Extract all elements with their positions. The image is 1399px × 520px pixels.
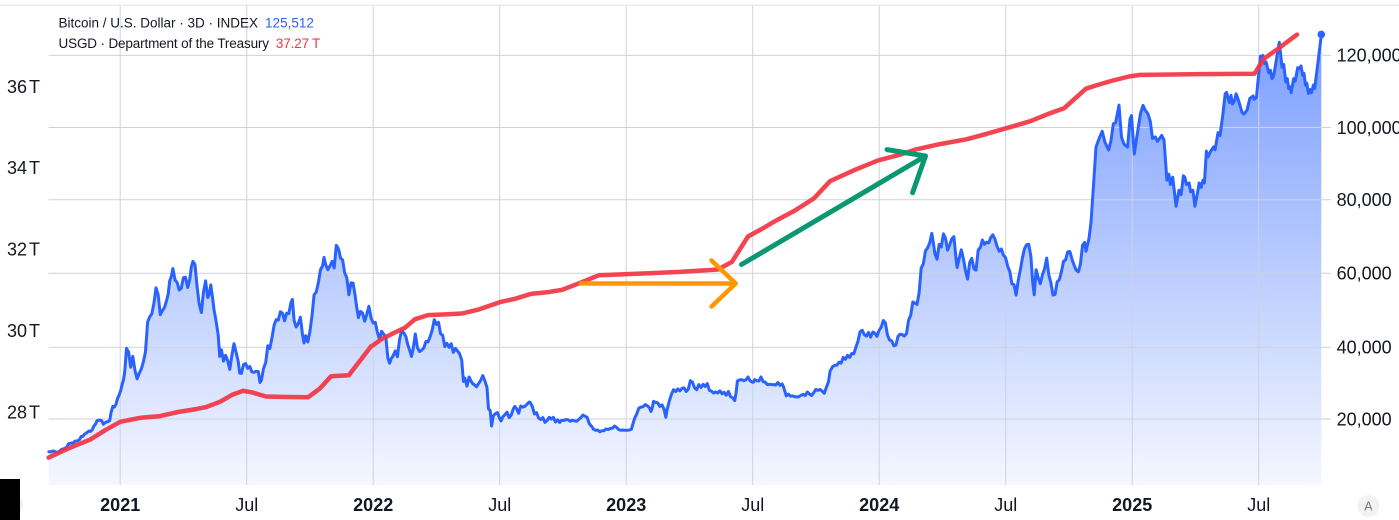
svg-text:Jul: Jul bbox=[235, 495, 258, 515]
svg-text:2024: 2024 bbox=[859, 495, 899, 515]
svg-text:100,000: 100,000 bbox=[1337, 118, 1399, 138]
svg-text:2022: 2022 bbox=[353, 495, 393, 515]
svg-text:Bitcoin / U.S. Dollar · 3D · I: Bitcoin / U.S. Dollar · 3D · INDEX 125,51… bbox=[59, 15, 314, 30]
svg-text:32T: 32 T bbox=[7, 240, 40, 260]
svg-text:40,000: 40,000 bbox=[1337, 338, 1392, 358]
svg-text:36T: 36 T bbox=[7, 77, 40, 97]
svg-text:2023: 2023 bbox=[606, 495, 646, 515]
svg-text:34T: 34 T bbox=[7, 158, 40, 178]
svg-text:USGD · Department of the Treas: USGD · Department of the Treasury 37.27 T bbox=[59, 36, 321, 51]
svg-text:30T: 30 T bbox=[7, 321, 40, 341]
svg-text:Jul: Jul bbox=[994, 495, 1017, 515]
svg-text:2025: 2025 bbox=[1112, 495, 1152, 515]
svg-text:120,000: 120,000 bbox=[1337, 46, 1399, 66]
svg-text:Jul: Jul bbox=[488, 495, 511, 515]
svg-text:Jul: Jul bbox=[741, 495, 764, 515]
svg-text:2021: 2021 bbox=[100, 495, 140, 515]
svg-text:Jul: Jul bbox=[1247, 495, 1270, 515]
svg-text:28T: 28 T bbox=[7, 403, 40, 423]
svg-text:60,000: 60,000 bbox=[1337, 264, 1392, 284]
svg-text:A: A bbox=[1364, 500, 1373, 514]
svg-text:20,000: 20,000 bbox=[1337, 409, 1392, 429]
svg-text:80,000: 80,000 bbox=[1337, 190, 1392, 210]
